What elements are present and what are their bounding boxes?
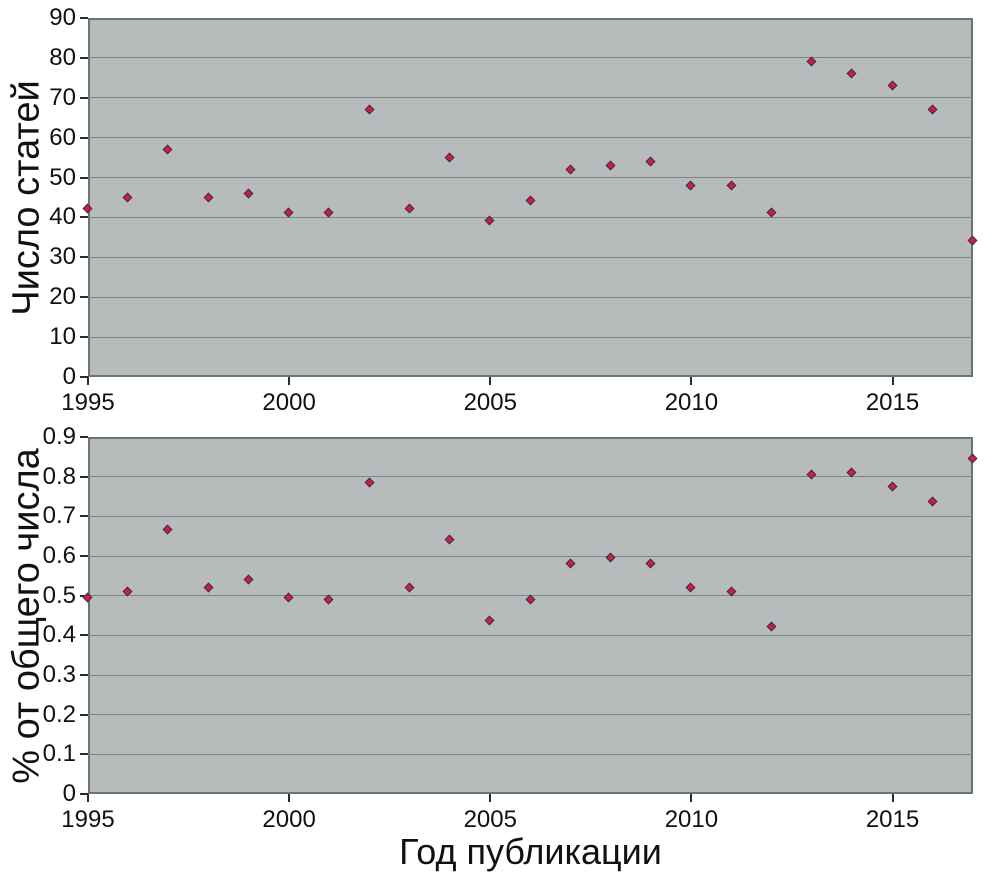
plot-area (88, 437, 973, 794)
gridline (88, 476, 973, 478)
y-tick-label: 0.8 (42, 462, 76, 490)
x-tick-label: 1995 (61, 806, 115, 833)
gridline (88, 555, 973, 557)
y-tick-label: 90 (49, 4, 76, 31)
y-axis-tick (80, 793, 88, 795)
x-axis-tick (87, 377, 89, 385)
x-tick-label: 2000 (262, 806, 316, 833)
y-axis-tick (80, 96, 88, 99)
y-axis-tick (80, 376, 88, 378)
x-axis-title: Год публикации (399, 831, 662, 872)
gridline (88, 97, 973, 99)
gridline (88, 57, 973, 59)
y-axis-tick (80, 56, 88, 59)
x-axis-tick (288, 794, 291, 802)
y-axis-tick (80, 674, 88, 676)
x-tick-label: 2005 (463, 389, 517, 416)
gridline (88, 753, 973, 755)
y-axis-tick (80, 136, 88, 139)
y-axis-tick (80, 296, 88, 299)
gridline (88, 216, 973, 218)
gridline (88, 177, 973, 179)
y-tick-label: 0.1 (42, 740, 76, 768)
x-tick-label: 2015 (865, 806, 920, 833)
y-tick-label: 0.3 (42, 661, 76, 688)
y-tick-label: 0.7 (42, 502, 76, 530)
x-axis-tick (690, 377, 693, 385)
x-tick-label: 2010 (664, 806, 719, 833)
y-axis-tick (80, 555, 88, 557)
y-tick-label: 0.5 (42, 581, 76, 609)
y-axis-tick (80, 336, 88, 339)
y-axis-tick (80, 436, 88, 438)
y-tick-label: 0.4 (42, 621, 76, 649)
y-axis-tick (80, 753, 88, 756)
gridline (88, 336, 973, 338)
y-axis-tick (80, 713, 88, 716)
y-axis-tick (80, 634, 88, 637)
gridline (88, 137, 973, 139)
x-axis-tick (87, 794, 89, 802)
y-tick-label: 0.9 (42, 423, 76, 450)
x-axis-tick (489, 377, 492, 385)
y-tick-label: 10 (49, 323, 76, 351)
x-tick-label: 2010 (664, 389, 719, 416)
x-tick-label: 2005 (463, 806, 517, 833)
gridline (88, 634, 973, 636)
gridline (88, 714, 973, 716)
y-tick-label: 0 (62, 363, 76, 390)
y-tick-label: 60 (49, 123, 76, 151)
x-axis-tick (891, 794, 894, 802)
y-axis-tick (80, 475, 88, 478)
y-tick-label: 70 (49, 83, 76, 111)
gridline (88, 296, 973, 298)
y-tick-label: 80 (49, 43, 76, 71)
y-tick-label: 0.6 (42, 542, 76, 569)
y-tick-label: 0 (62, 780, 76, 807)
x-axis-tick (288, 377, 291, 385)
gridline (88, 674, 973, 676)
x-axis-tick (891, 377, 894, 385)
y-tick-label: 30 (49, 243, 76, 271)
x-tick-label: 2015 (865, 389, 920, 416)
y-tick-label: 50 (49, 163, 76, 191)
y-tick-label: 0.2 (42, 700, 76, 728)
y-axis-tick (80, 515, 88, 518)
x-axis-tick (690, 794, 693, 802)
y-tick-label: 40 (49, 203, 76, 231)
y-tick-label: 20 (49, 283, 76, 311)
x-axis-tick (489, 794, 492, 802)
x-tick-label: 1995 (61, 389, 115, 416)
y-axis-tick (80, 216, 88, 219)
y-axis-tick (80, 17, 88, 19)
y-axis-tick (80, 176, 88, 179)
x-tick-label: 2000 (262, 389, 316, 416)
gridline (88, 515, 973, 517)
y-axis-tick (80, 256, 88, 259)
gridline (88, 256, 973, 258)
